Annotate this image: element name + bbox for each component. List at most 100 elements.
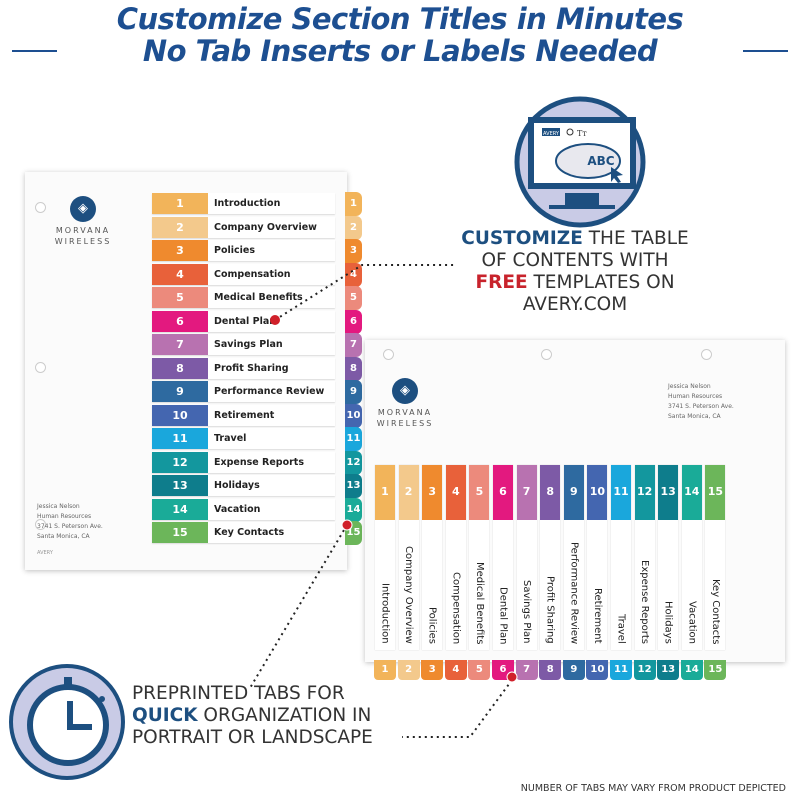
side-tab[interactable]: 8 <box>345 356 362 381</box>
toc-row[interactable]: 2 Company Overview <box>152 216 335 238</box>
punch-hole <box>383 349 394 360</box>
toc-row[interactable]: 12 Expense Reports <box>152 451 335 473</box>
bottom-tab[interactable]: 10 <box>586 660 609 680</box>
tab-title: Savings Plan <box>214 339 283 350</box>
toc-column[interactable]: 4 Compensation <box>445 465 466 650</box>
bottom-tab[interactable]: 11 <box>610 660 632 680</box>
side-tab[interactable]: 12 <box>345 450 362 475</box>
tab-number: 4 <box>152 263 208 285</box>
tab-title: Compensation <box>450 571 462 644</box>
tab-title: Vacation <box>214 503 261 515</box>
side-tab[interactable]: 5 <box>345 286 362 310</box>
address-line: Jessica Nelson <box>37 503 80 510</box>
side-tab[interactable]: 7 <box>345 333 362 357</box>
toc-row[interactable]: 15 Key Contacts <box>152 522 335 543</box>
toc-column[interactable]: 5 Medical Benefits <box>469 465 490 650</box>
address-line: Jessica Nelson <box>668 383 711 390</box>
side-tab[interactable]: 6 <box>345 309 362 334</box>
callout-text: ORGANIZATION IN <box>197 705 372 726</box>
toc-column[interactable]: 3 Policies <box>422 465 443 650</box>
headline-2: No Tab Inserts or Labels Needed <box>142 34 658 68</box>
bottom-tab[interactable]: 1 <box>374 660 396 680</box>
toc-column[interactable]: 7 Savings Plan <box>516 465 537 650</box>
bottom-tab[interactable]: 15 <box>704 660 727 680</box>
tab-title: Medical Benefits <box>473 561 485 644</box>
toc-row[interactable]: 14 Vacation <box>152 498 335 520</box>
tab-title: Performance Review <box>568 541 580 644</box>
bottom-tab[interactable]: 8 <box>539 660 562 680</box>
side-tab[interactable]: 9 <box>345 380 362 404</box>
side-tab[interactable]: 13 <box>345 474 362 498</box>
stopwatch-icon <box>9 664 125 780</box>
toc-row[interactable]: 8 Profit Sharing <box>152 357 335 379</box>
tab-title: Policies <box>214 245 255 256</box>
tab-number: 7 <box>516 465 537 520</box>
side-tab[interactable]: 2 <box>345 215 362 240</box>
bottom-tab[interactable]: 4 <box>444 660 467 680</box>
toc-column[interactable]: 9 Performance Review <box>563 465 584 650</box>
punch-hole <box>701 349 712 360</box>
bottom-tab[interactable]: 12 <box>633 660 656 680</box>
toc-column[interactable]: 1 Introduction <box>375 465 395 650</box>
address-line: 3741 S. Peterson Ave. <box>37 523 103 530</box>
toc-column[interactable]: 6 Dental Plan <box>493 465 513 650</box>
header-rule-right <box>743 50 788 52</box>
tab-number: 15 <box>152 522 208 543</box>
toc-column[interactable]: 15 Key Contacts <box>705 465 726 650</box>
toc-column[interactable]: 8 Profit Sharing <box>540 465 561 650</box>
tab-number: 11 <box>611 465 631 520</box>
emph-word: QUICK <box>132 705 198 726</box>
bottom-tab[interactable]: 14 <box>680 660 703 680</box>
tab-number: 13 <box>658 465 679 520</box>
callout-text: PORTRAIT OR LANDSCAPE <box>132 727 373 748</box>
address-line: Human Resources <box>37 513 92 520</box>
tab-number: 6 <box>493 465 513 520</box>
toc-row[interactable]: 4 Compensation <box>152 263 335 285</box>
toc-row[interactable]: 6 Dental Plan <box>152 310 335 332</box>
side-tab[interactable]: 10 <box>345 403 362 428</box>
tab-number: 1 <box>152 193 208 214</box>
toc-row[interactable]: 5 Medical Benefits <box>152 287 335 308</box>
side-tab[interactable]: 11 <box>345 427 362 451</box>
logo-text: WIRELESS <box>376 419 434 428</box>
toc-row[interactable]: 11 Travel <box>152 428 335 449</box>
toc-column[interactable]: 13 Holidays <box>658 465 679 650</box>
tab-number: 10 <box>152 404 208 426</box>
bottom-tab[interactable]: 2 <box>397 660 420 680</box>
tab-number: 8 <box>540 465 561 520</box>
abc-text: ABC <box>587 154 614 168</box>
bottom-tab[interactable]: 9 <box>562 660 585 680</box>
side-tab[interactable]: 3 <box>345 239 362 263</box>
address-line: Human Resources <box>668 393 723 400</box>
tab-title: Travel <box>615 614 627 644</box>
toc-column[interactable]: 10 Retirement <box>587 465 608 650</box>
toc-row[interactable]: 13 Holidays <box>152 475 335 496</box>
bottom-tab[interactable]: 13 <box>657 660 680 680</box>
side-tab[interactable]: 14 <box>345 497 362 522</box>
toc-column[interactable]: 12 Expense Reports <box>634 465 655 650</box>
tab-title: Profit Sharing <box>214 362 289 374</box>
toc-row[interactable]: 1 Introduction <box>152 193 335 214</box>
toc-row[interactable]: 9 Performance Review <box>152 381 335 402</box>
bottom-tab[interactable]: 7 <box>515 660 538 680</box>
tab-number: 2 <box>152 216 208 238</box>
address-line: Santa Monica, CA <box>668 413 721 420</box>
toc-row[interactable]: 3 Policies <box>152 240 335 261</box>
toc-row[interactable]: 7 Savings Plan <box>152 334 335 355</box>
bottom-tab[interactable]: 5 <box>468 660 491 680</box>
tab-number: 12 <box>152 451 208 473</box>
bottom-tab[interactable]: 3 <box>421 660 444 680</box>
side-tab[interactable]: 1 <box>345 192 362 216</box>
toc-column[interactable]: 11 Travel <box>611 465 631 650</box>
punch-hole <box>35 202 46 213</box>
tab-title: Holidays <box>214 480 260 491</box>
tab-title: Performance Review <box>214 386 325 397</box>
tab-number: 1 <box>375 465 395 520</box>
tab-title: Profit Sharing <box>544 576 556 644</box>
headline-1: Customize Section Titles in Minutes <box>116 2 684 36</box>
toc-column[interactable]: 14 Vacation <box>681 465 702 650</box>
toc-row[interactable]: 10 Retirement <box>152 404 335 426</box>
tab-title: Company Overview <box>403 546 415 644</box>
logo-diamond-icon: ◈ <box>70 196 96 222</box>
toc-column[interactable]: 2 Company Overview <box>398 465 419 650</box>
